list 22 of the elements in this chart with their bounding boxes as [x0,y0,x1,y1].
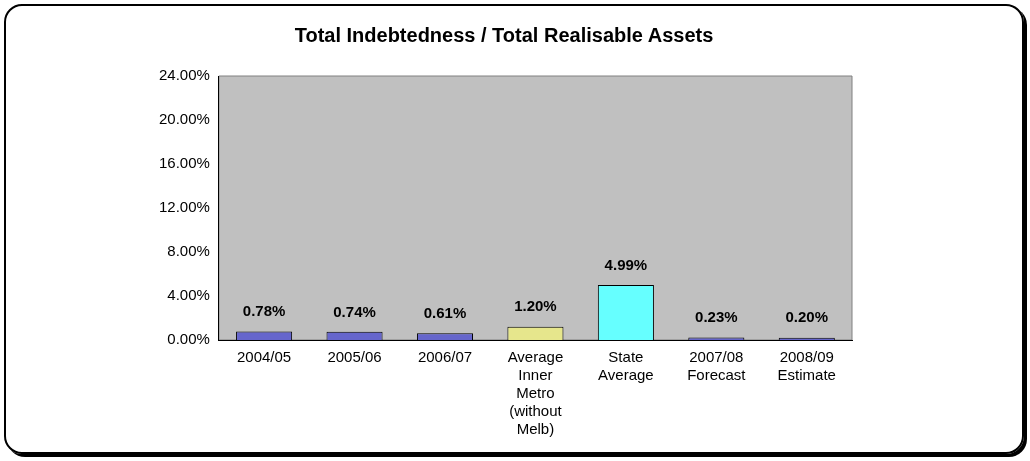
chart-title: Total Indebtedness / Total Realisable Assets [294,23,714,46]
data-label: 0.61% [423,303,467,321]
x-tick-label: 2007/08 Forecast [687,348,747,384]
data-label: 0.20% [785,308,829,326]
y-tick-label: 20.00% [159,110,210,128]
y-tick-label: 8.00% [167,242,210,260]
y-tick-label: 4.00% [167,286,210,304]
x-tick-label: 2004/05 [236,348,292,366]
x-tick-label: 2006/07 [417,348,473,366]
y-tick-label: 24.00% [159,66,210,84]
x-tick-label: 2008/09 Estimate [777,348,836,384]
y-tick-label: 0.00% [167,330,210,348]
data-label: 0.23% [695,308,738,326]
y-tick-label: 12.00% [159,198,210,216]
y-tick-label: 16.00% [159,154,210,172]
data-label: 0.74% [333,302,376,320]
data-label: 0.78% [242,302,286,320]
data-label: 4.99% [604,255,648,273]
data-label: 1.20% [514,297,557,315]
x-tick-label: Average Inner Metro (without Melb) [507,348,564,438]
x-tick-label: State Average [598,348,654,384]
x-tick-label: 2005/06 [327,348,382,366]
